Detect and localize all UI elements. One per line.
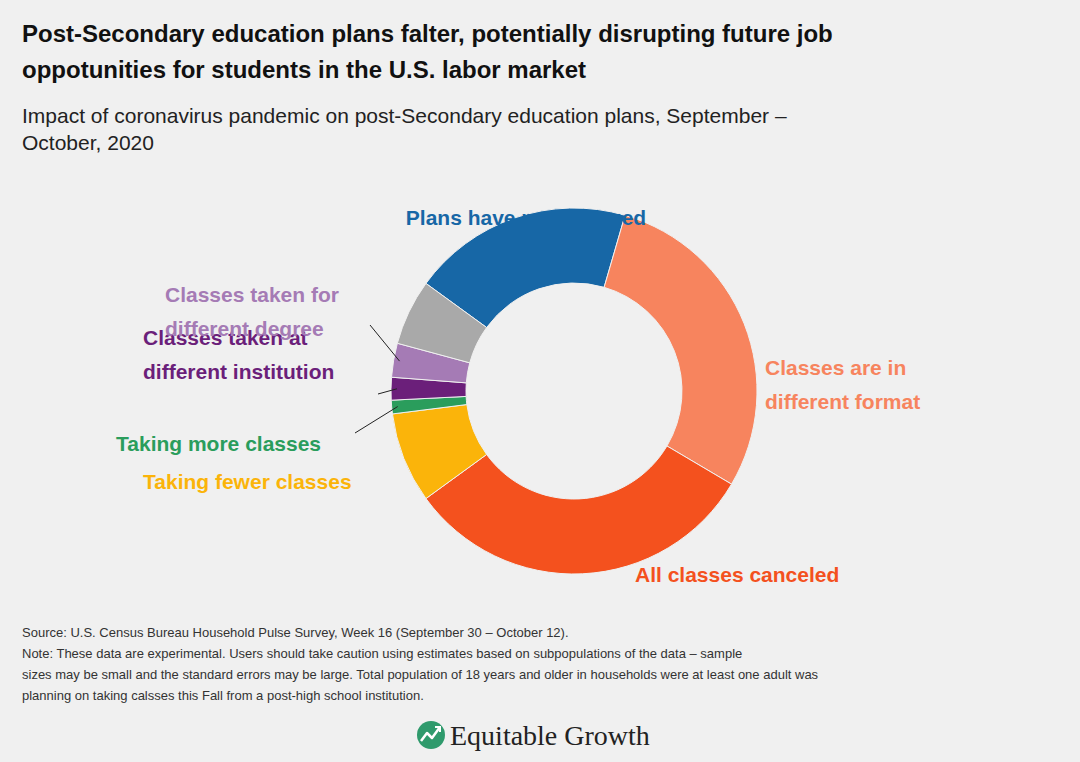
chart: Post-Secondary education plans falter, p… bbox=[0, 0, 1080, 762]
subtitle: Impact of coronavirus pandemic on post-S… bbox=[22, 104, 787, 127]
title: oppotunities for students in the U.S. la… bbox=[22, 56, 586, 83]
note: Note: These data are experimental. Users… bbox=[22, 646, 742, 661]
leader-line bbox=[378, 389, 397, 394]
slice-label: All classes canceled bbox=[635, 563, 839, 586]
note: planning on taking calsses this Fall fro… bbox=[22, 688, 424, 703]
slice-label: Classes taken fordifferent degree bbox=[165, 283, 339, 340]
slice-label: Taking fewer classes bbox=[143, 470, 352, 493]
note: sizes may be small and the standard erro… bbox=[22, 667, 819, 682]
slice-label: Classes are indifferent format bbox=[765, 356, 920, 413]
slice bbox=[397, 283, 486, 362]
slice-label: Taking more classes bbox=[116, 432, 321, 455]
slices bbox=[391, 208, 757, 574]
leader-line bbox=[370, 325, 400, 361]
subtitle: October, 2020 bbox=[22, 131, 154, 154]
logo: Equitable Growth bbox=[450, 720, 650, 751]
source: Source: U.S. Census Bureau Household Pul… bbox=[22, 625, 569, 640]
slice bbox=[604, 215, 757, 484]
logo-icon bbox=[417, 721, 445, 749]
title: Post-Secondary education plans falter, p… bbox=[22, 20, 833, 47]
leader-line bbox=[355, 407, 398, 433]
background bbox=[0, 0, 1080, 762]
slice-label: Plans have not changed bbox=[406, 206, 646, 229]
slice bbox=[392, 405, 486, 499]
